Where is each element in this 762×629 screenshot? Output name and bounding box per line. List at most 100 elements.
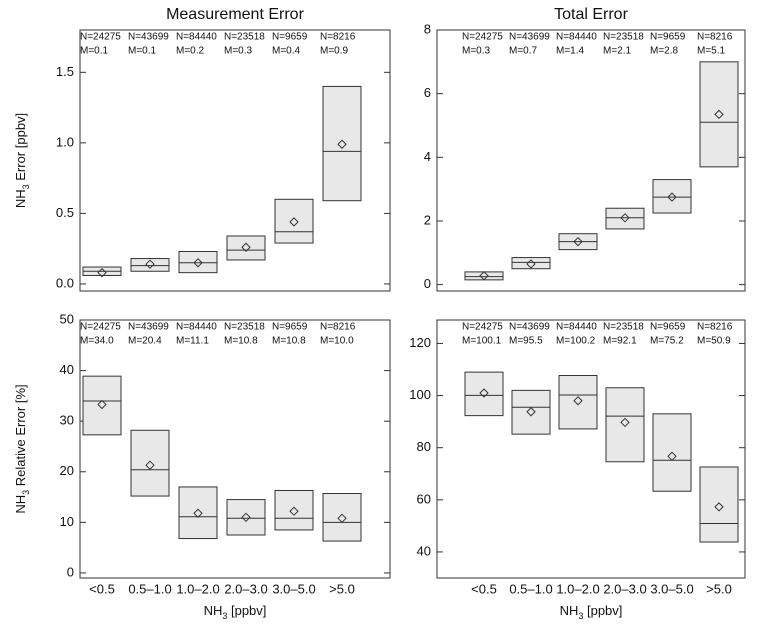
y-tick-label: 60: [417, 491, 431, 506]
y-tick-label: 0: [424, 276, 431, 291]
m-label: M=5.1: [697, 46, 726, 57]
mean-marker: [667, 192, 677, 202]
box: [322, 85, 362, 202]
mean-marker: [573, 236, 583, 247]
m-label: M=10.8: [272, 336, 306, 347]
y-tick-label: 20: [60, 463, 74, 478]
mean-marker: [337, 513, 347, 524]
m-label: M=34.0: [80, 336, 114, 347]
box: [699, 466, 739, 543]
x-axis-label-part: [ppbv]: [583, 603, 622, 618]
box: [464, 271, 504, 281]
x-axis-label: NH3 [ppbv]: [560, 603, 623, 621]
y-axis-label-part: Error [ppbv]: [13, 113, 28, 185]
y-tick-label: 50: [60, 311, 74, 326]
mean-marker: [145, 460, 155, 470]
m-label: M=20.4: [128, 336, 162, 347]
n-label: N=8216: [320, 322, 356, 333]
x-tick-label: 1.0–2.0: [176, 581, 219, 596]
x-axis-label-part: 3: [222, 611, 227, 621]
y-tick-label: 100: [409, 387, 431, 402]
mean-marker: [193, 258, 203, 268]
y-tick-label: 120: [409, 335, 431, 350]
x-tick-label: >5.0: [329, 581, 355, 596]
mean-marker: [479, 271, 489, 281]
box: [226, 235, 266, 261]
x-tick-label: 3.0–5.0: [272, 581, 315, 596]
m-label: M=95.5: [509, 336, 543, 347]
y-axis-label-part: NH: [13, 189, 28, 208]
n-label: N=9659: [272, 322, 308, 333]
y-tick-label: 30: [60, 413, 74, 428]
n-label: N=84440: [176, 32, 217, 43]
m-label: M=2.8: [650, 46, 679, 57]
n-label: N=84440: [176, 322, 217, 333]
y-tick-label: 6: [424, 85, 431, 100]
box: [605, 387, 645, 463]
mean-marker: [667, 451, 677, 462]
box: [274, 489, 314, 531]
m-label: M=0.3: [224, 46, 253, 57]
box: [511, 389, 551, 435]
box: [558, 375, 598, 430]
box: [178, 250, 218, 274]
m-label: M=1.4: [556, 46, 585, 57]
n-label: N=9659: [272, 32, 308, 43]
plot-frame: [436, 319, 746, 579]
mean-marker: [620, 213, 630, 223]
m-label: M=75.2: [650, 336, 684, 347]
box: [130, 429, 170, 497]
n-label: N=43699: [509, 322, 550, 333]
mean-marker: [145, 259, 155, 269]
n-label: N=84440: [556, 32, 597, 43]
plot-frame: [436, 29, 746, 292]
y-tick-label: 40: [417, 543, 431, 558]
m-label: M=10.0: [320, 336, 354, 347]
m-label: M=0.2: [176, 46, 205, 57]
m-label: M=0.3: [462, 46, 491, 57]
x-tick-label: 1.0–2.0: [556, 581, 599, 596]
mean-marker: [620, 417, 630, 428]
x-axis-label-part: 3: [578, 611, 583, 621]
box: [274, 198, 314, 244]
panel-title: Measurement Error: [166, 6, 304, 23]
y-tick-label: 0: [67, 564, 74, 579]
y-tick-label: 40: [60, 362, 74, 377]
box: [82, 375, 122, 436]
n-label: N=23518: [224, 322, 265, 333]
m-label: M=0.1: [80, 46, 109, 57]
mean-marker: [714, 502, 724, 512]
n-label: N=24275: [80, 32, 121, 43]
y-tick-label: 80: [417, 439, 431, 454]
y-axis-label: NH3 Error [ppbv]: [13, 113, 31, 208]
n-label: N=8216: [697, 322, 733, 333]
n-label: N=43699: [509, 32, 550, 43]
y-tick-label: 4: [424, 149, 431, 164]
m-label: M=0.9: [320, 46, 349, 57]
x-tick-label: 0.5–1.0: [128, 581, 171, 596]
box: [464, 371, 504, 417]
box: [130, 258, 170, 272]
box: [511, 257, 551, 270]
box: [226, 499, 266, 536]
n-label: N=9659: [650, 32, 686, 43]
x-axis-label-part: NH: [204, 603, 223, 618]
n-label: N=9659: [650, 322, 686, 333]
x-tick-label: 3.0–5.0: [650, 581, 693, 596]
n-label: N=24275: [462, 32, 503, 43]
mean-marker: [337, 139, 347, 149]
x-axis-label-part: NH: [560, 603, 579, 618]
mean-marker: [526, 259, 536, 269]
mean-marker: [289, 217, 299, 227]
m-label: M=10.8: [224, 336, 258, 347]
m-label: M=50.9: [697, 336, 731, 347]
y-tick-label: 0.0: [56, 275, 74, 290]
x-tick-label: <0.5: [89, 581, 115, 596]
box: [178, 486, 218, 540]
y-tick-label: 0.5: [56, 205, 74, 220]
m-label: M=0.1: [128, 46, 157, 57]
x-tick-label: 2.0–3.0: [224, 581, 267, 596]
x-axis-label-part: [ppbv]: [227, 603, 266, 618]
mean-marker: [479, 388, 489, 398]
